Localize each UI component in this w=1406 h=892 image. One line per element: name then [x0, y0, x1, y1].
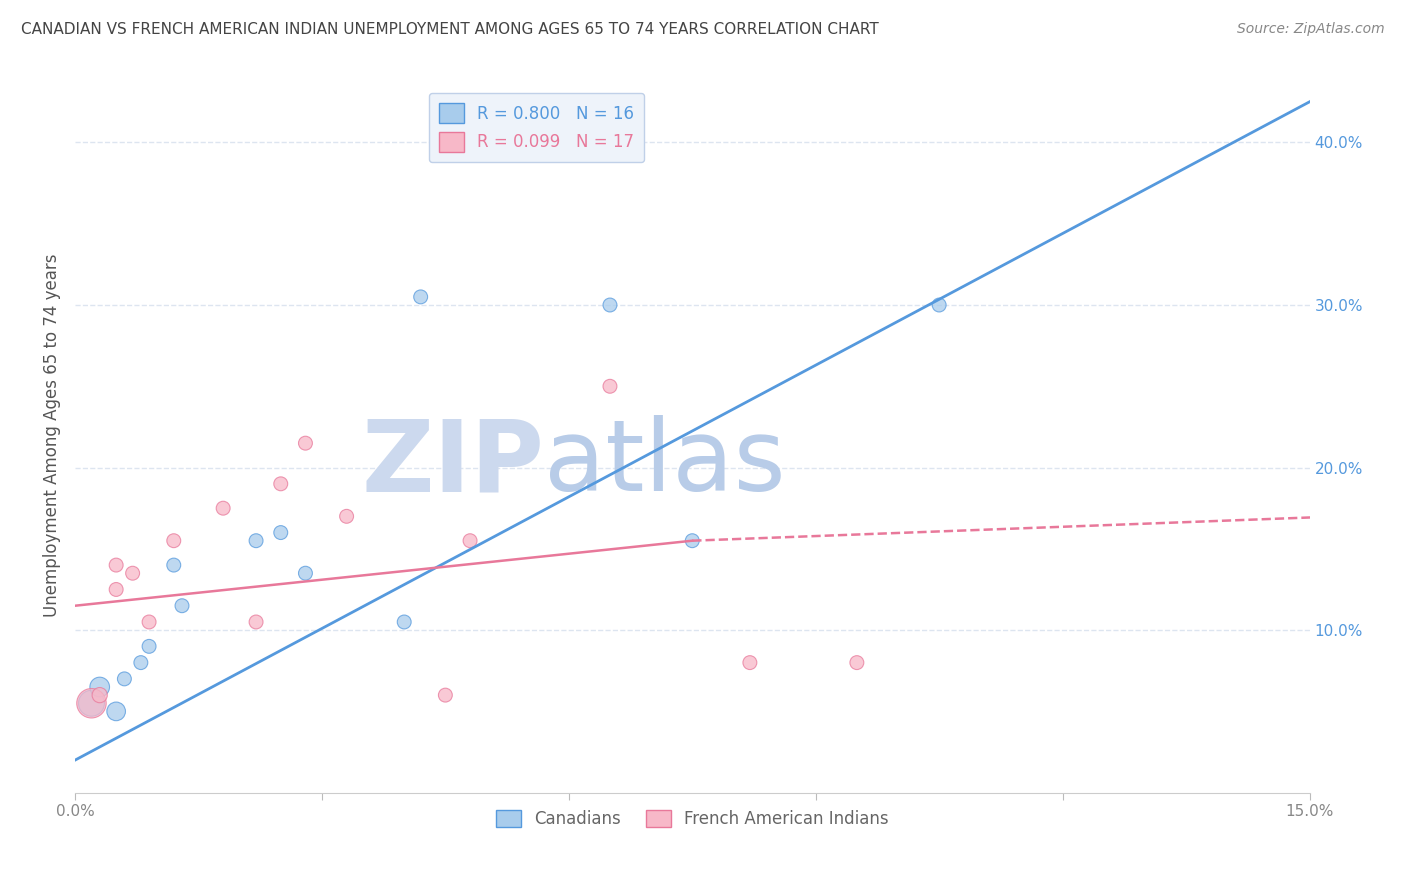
- Point: [270, 525, 292, 540]
- Point: [80, 696, 103, 710]
- Point: [89, 688, 111, 702]
- Point: [105, 705, 128, 719]
- Point: [409, 290, 432, 304]
- Point: [138, 615, 160, 629]
- Point: [845, 656, 868, 670]
- Point: [170, 599, 193, 613]
- Point: [121, 566, 143, 581]
- Point: [80, 696, 103, 710]
- Point: [681, 533, 703, 548]
- Point: [738, 656, 761, 670]
- Point: [928, 298, 950, 312]
- Point: [245, 533, 267, 548]
- Point: [105, 582, 128, 597]
- Point: [458, 533, 481, 548]
- Point: [212, 501, 235, 516]
- Point: [163, 533, 186, 548]
- Point: [294, 566, 316, 581]
- Point: [89, 680, 111, 694]
- Y-axis label: Unemployment Among Ages 65 to 74 years: Unemployment Among Ages 65 to 74 years: [44, 253, 60, 616]
- Point: [599, 298, 621, 312]
- Point: [599, 379, 621, 393]
- Legend: Canadians, French American Indians: Canadians, French American Indians: [489, 803, 896, 834]
- Point: [163, 558, 186, 573]
- Text: atlas: atlas: [544, 415, 786, 512]
- Point: [245, 615, 267, 629]
- Point: [129, 656, 152, 670]
- Text: ZIP: ZIP: [361, 415, 544, 512]
- Point: [392, 615, 415, 629]
- Point: [105, 558, 128, 573]
- Text: CANADIAN VS FRENCH AMERICAN INDIAN UNEMPLOYMENT AMONG AGES 65 TO 74 YEARS CORREL: CANADIAN VS FRENCH AMERICAN INDIAN UNEMP…: [21, 22, 879, 37]
- Point: [434, 688, 457, 702]
- Point: [112, 672, 135, 686]
- Point: [270, 476, 292, 491]
- Point: [138, 640, 160, 654]
- Text: Source: ZipAtlas.com: Source: ZipAtlas.com: [1237, 22, 1385, 37]
- Point: [294, 436, 316, 450]
- Point: [336, 509, 359, 524]
